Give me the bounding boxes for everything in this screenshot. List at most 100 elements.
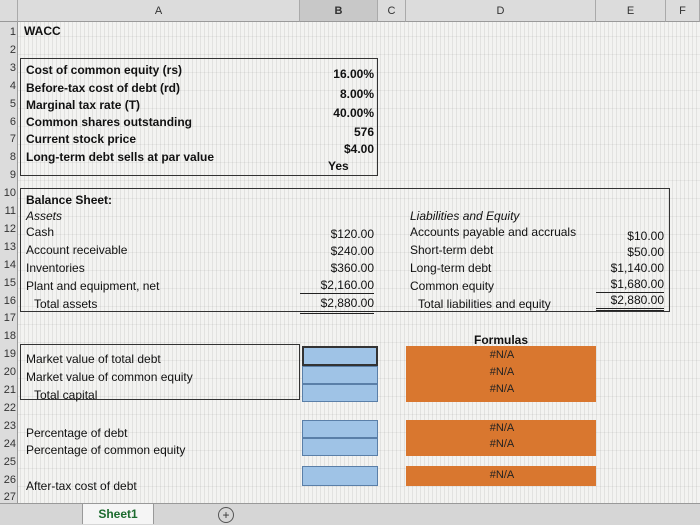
calc-label-percentage-equity[interactable]: Percentage of common equity xyxy=(26,443,186,457)
input-value-stock-price[interactable]: $4.00 xyxy=(343,142,374,156)
calc-label-percentage-debt[interactable]: Percentage of debt xyxy=(26,426,128,440)
input-cell-total-capital[interactable] xyxy=(302,384,378,402)
formula-market-value-debt[interactable]: #N/A xyxy=(489,349,515,361)
calc-labels-box xyxy=(20,344,300,400)
liability-label-total[interactable]: Total liabilities and equity xyxy=(418,297,551,311)
column-header-b[interactable]: B xyxy=(300,0,378,22)
asset-label-cash[interactable]: Cash xyxy=(26,225,55,239)
input-cell-market-value-debt[interactable] xyxy=(302,346,378,366)
input-value-before-tax-cost-of-debt[interactable]: 8.00% xyxy=(339,87,374,101)
input-cell-percentage-debt[interactable] xyxy=(302,420,378,438)
column-header-d[interactable]: D xyxy=(406,0,596,22)
formula-percentage-debt[interactable]: #N/A xyxy=(489,422,515,434)
row-number[interactable]: 4 xyxy=(9,79,16,92)
row-number[interactable]: 3 xyxy=(9,61,16,74)
balance-sheet-title[interactable]: Balance Sheet: xyxy=(26,193,113,207)
column-header-f[interactable]: F xyxy=(666,0,700,22)
liability-value-short-term-debt[interactable]: $50.00 xyxy=(627,245,664,259)
sheet-title[interactable]: WACC xyxy=(24,24,61,38)
asset-label-inventories[interactable]: Inventories xyxy=(26,261,85,275)
input-label-marginal-tax-rate[interactable]: Marginal tax rate (T) xyxy=(26,98,141,112)
inputs-box xyxy=(20,58,378,176)
asset-value-total[interactable]: $2,880.00 xyxy=(300,295,374,314)
plus-icon: + xyxy=(222,508,230,522)
input-label-stock-price[interactable]: Current stock price xyxy=(26,132,137,146)
column-header-a[interactable]: A xyxy=(18,0,300,22)
column-header-corner[interactable] xyxy=(0,0,18,22)
input-value-debt-at-par[interactable]: Yes xyxy=(328,159,349,173)
formula-block-capital[interactable] xyxy=(406,346,596,402)
row-number[interactable]: 19 xyxy=(3,348,16,361)
row-number[interactable]: 7 xyxy=(9,133,16,146)
liability-label-common-equity[interactable]: Common equity xyxy=(410,279,495,293)
formulas-header[interactable]: Formulas xyxy=(474,333,529,347)
row-number[interactable]: 26 xyxy=(3,473,16,486)
sheet-tab-sheet1[interactable]: Sheet1 xyxy=(82,504,154,524)
calc-label-total-capital[interactable]: Total capital xyxy=(34,388,98,402)
asset-label-plant[interactable]: Plant and equipment, net xyxy=(26,279,160,293)
row-number[interactable]: 9 xyxy=(9,169,16,182)
calc-label-market-value-equity[interactable]: Market value of common equity xyxy=(26,370,193,384)
sheet-tab-bar: Sheet1 + xyxy=(0,503,700,525)
asset-value-cash[interactable]: $120.00 xyxy=(330,227,374,241)
asset-value-plant[interactable]: $2,160.00 xyxy=(300,277,374,294)
formula-block-after-tax[interactable] xyxy=(406,466,596,486)
input-value-cost-of-equity[interactable]: 16.00% xyxy=(333,67,374,81)
input-label-cost-of-equity[interactable]: Cost of common equity (rs) xyxy=(26,63,183,77)
row-number[interactable]: 2 xyxy=(9,43,16,56)
liability-value-long-term-debt[interactable]: $1,140.00 xyxy=(610,261,664,275)
liabilities-header[interactable]: Liabilities and Equity xyxy=(410,209,520,223)
input-cell-market-value-equity[interactable] xyxy=(302,366,378,384)
liability-value-total[interactable]: $2,880.00 xyxy=(596,292,664,311)
calc-label-market-value-debt[interactable]: Market value of total debt xyxy=(26,352,161,366)
column-header-c[interactable]: C xyxy=(378,0,406,22)
asset-value-inventories[interactable]: $360.00 xyxy=(330,261,374,275)
row-number[interactable]: 8 xyxy=(9,151,16,164)
row-number[interactable]: 15 xyxy=(3,276,16,289)
asset-value-receivable[interactable]: $240.00 xyxy=(330,244,374,258)
asset-label-receivable[interactable]: Account receivable xyxy=(26,243,128,257)
row-number[interactable]: 11 xyxy=(4,205,16,217)
input-value-shares-outstanding[interactable]: 576 xyxy=(353,125,374,139)
liability-value-common-equity[interactable]: $1,680.00 xyxy=(596,276,664,293)
formula-percentage-equity[interactable]: #N/A xyxy=(489,438,515,450)
row-number[interactable]: 10 xyxy=(3,187,16,200)
row-number[interactable]: 22 xyxy=(3,401,16,414)
row-header-column xyxy=(0,22,18,503)
input-label-before-tax-cost-of-debt[interactable]: Before-tax cost of debt (rd) xyxy=(26,81,181,95)
row-number[interactable]: 14 xyxy=(3,258,16,271)
formula-after-tax-cost-debt[interactable]: #N/A xyxy=(489,469,515,481)
assets-header[interactable]: Assets xyxy=(26,209,63,223)
liability-label-long-term-debt[interactable]: Long-term debt xyxy=(410,261,492,275)
row-number[interactable]: 18 xyxy=(3,330,16,343)
formula-market-value-equity[interactable]: #N/A xyxy=(489,366,515,378)
row-number[interactable]: 25 xyxy=(3,455,16,468)
liability-label-payables[interactable]: Accounts payable and accruals xyxy=(410,225,577,239)
add-sheet-button[interactable]: + xyxy=(218,507,234,523)
liability-label-short-term-debt[interactable]: Short-term debt xyxy=(410,243,494,257)
row-number[interactable]: 6 xyxy=(9,115,16,128)
liability-value-payables[interactable]: $10.00 xyxy=(627,229,664,243)
input-cell-percentage-equity[interactable] xyxy=(302,438,378,456)
column-header-e[interactable]: E xyxy=(596,0,666,22)
input-cell-after-tax-cost-debt[interactable] xyxy=(302,466,378,486)
row-number[interactable]: 13 xyxy=(3,240,16,253)
row-number[interactable]: 1 xyxy=(9,26,16,38)
row-number[interactable]: 16 xyxy=(3,294,16,307)
row-number[interactable]: 24 xyxy=(3,437,16,450)
input-value-marginal-tax-rate[interactable]: 40.00% xyxy=(333,106,374,120)
formula-block-weights[interactable] xyxy=(406,420,596,456)
formula-total-capital[interactable]: #N/A xyxy=(489,383,515,395)
row-number[interactable]: 12 xyxy=(3,222,16,235)
row-number[interactable]: 5 xyxy=(9,97,16,110)
row-number[interactable]: 27 xyxy=(3,491,16,504)
row-number[interactable]: 21 xyxy=(3,384,16,396)
input-label-shares-outstanding[interactable]: Common shares outstanding xyxy=(26,115,193,129)
calc-label-after-tax-cost-debt[interactable]: After-tax cost of debt xyxy=(26,479,137,493)
row-number[interactable]: 23 xyxy=(3,419,16,432)
row-number[interactable]: 20 xyxy=(3,366,16,379)
asset-label-total[interactable]: Total assets xyxy=(34,297,98,311)
input-label-debt-at-par[interactable]: Long-term debt sells at par value xyxy=(26,150,215,164)
row-number[interactable]: 17 xyxy=(3,312,16,325)
